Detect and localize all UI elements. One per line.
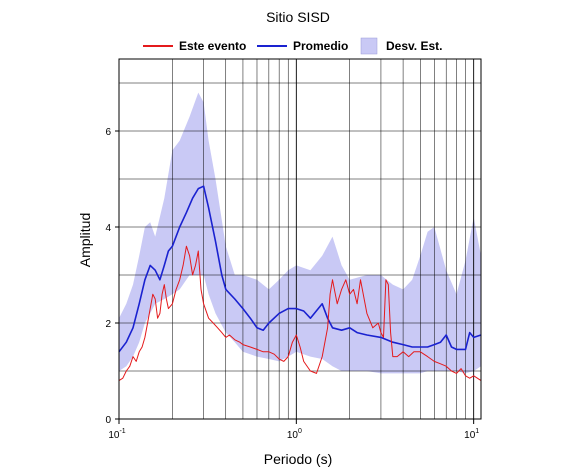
y-tick-label: 0: [105, 415, 111, 426]
axis-layer: 0 2 4 6 10-1 100 101: [105, 58, 482, 441]
std-band-layer: [119, 92, 481, 374]
std-band: [119, 92, 481, 374]
legend-swatch-desv-est: [360, 37, 378, 55]
plot-frame: [118, 58, 482, 420]
y-tick-label: 4: [105, 223, 111, 234]
legend: Este evento Promedio Desv. Est.: [143, 37, 442, 55]
y-tick-label: 2: [105, 319, 111, 330]
x-tick-label: 100: [287, 428, 302, 441]
x-tick-label: 10-1: [108, 428, 125, 441]
legend-label-este-evento: Este evento: [179, 39, 246, 53]
series-line-promedio: [118, 185, 482, 353]
series-line-este-evento: [118, 245, 482, 382]
series-layer: [118, 185, 482, 382]
x-axis-label: Periodo (s): [264, 451, 332, 467]
y-axis-label: Amplitud: [77, 213, 93, 267]
grid-layer: [119, 59, 481, 419]
legend-label-desv-est: Desv. Est.: [386, 39, 442, 53]
chart-title: Sitio SISD: [266, 9, 330, 25]
legend-label-promedio: Promedio: [293, 39, 348, 53]
x-tick-label: 101: [464, 428, 479, 441]
y-tick-label: 6: [105, 127, 111, 138]
